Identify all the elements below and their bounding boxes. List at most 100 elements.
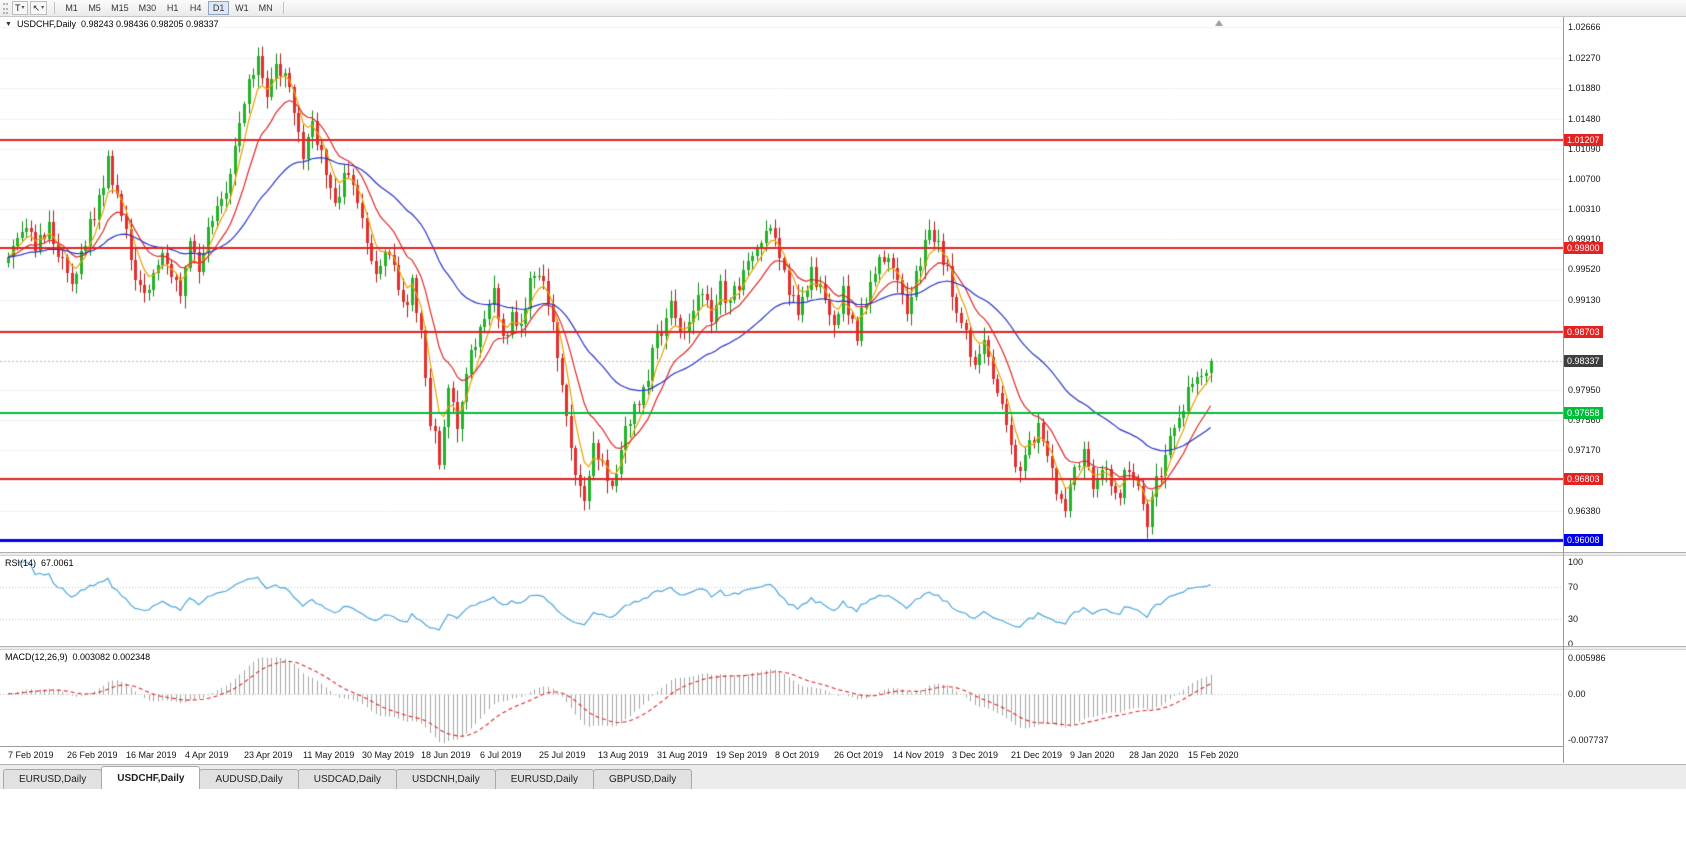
date-axis-label: 31 Aug 2019: [657, 750, 708, 760]
chart-tab-eurusd-5[interactable]: EURUSD,Daily: [494, 769, 594, 789]
date-axis[interactable]: 7 Feb 2019 26 Feb 2019 16 Mar 2019 4 Apr 20…: [0, 746, 1563, 763]
rsi-header: RSI(14) 67.0061: [5, 558, 74, 568]
arrows-tool-icon: ↖: [32, 2, 41, 13]
chart-tab-usdcnh-4[interactable]: USDCNH,Daily: [395, 769, 496, 789]
price-axis-label: 0.99910: [1568, 234, 1601, 244]
price-axis-label: 1.00700: [1568, 174, 1601, 184]
date-axis-label: 19 Sep 2019: [716, 750, 768, 760]
date-axis-label: 4 Apr 2019: [185, 750, 229, 760]
timeframe-button-h1[interactable]: H1: [162, 1, 183, 15]
price-axis-label: 1.01090: [1568, 144, 1601, 154]
timeframe-button-mn[interactable]: MN: [255, 1, 277, 15]
text-tool-button[interactable]: T ▾: [12, 1, 28, 15]
price-axis-label: 0.99520: [1568, 264, 1601, 274]
macd-chart[interactable]: [0, 650, 1563, 746]
macd-value: 0.003082 0.002348: [72, 652, 151, 662]
toolbar-grip[interactable]: [3, 2, 8, 14]
collapse-icon[interactable]: ▼: [5, 20, 12, 28]
chart-tabs-bar: EURUSD,Daily USDCHF,Daily AUDUSD,Daily USDC…: [0, 764, 1686, 789]
price-chart-panel: ▼ USDCHF,Daily 0.98243 0.98436 0.98205 0…: [0, 17, 1686, 552]
chart-title[interactable]: ▼ USDCHF,Daily 0.98243 0.98436 0.98205 0…: [5, 19, 219, 29]
date-axis-label: 11 May 2019: [303, 750, 355, 760]
panel-splitter[interactable]: [0, 646, 1686, 650]
price-axis-label: 1.02666: [1568, 22, 1601, 32]
chart-tab-usdcad-3[interactable]: USDCAD,Daily: [297, 769, 397, 789]
rsi-axis-label: 70: [1568, 582, 1579, 592]
timeframe-button-m15[interactable]: M15: [107, 1, 133, 15]
text-tool-label: T: [15, 3, 21, 13]
date-axis-label: 15 Feb 2020: [1188, 750, 1239, 760]
panel-splitter[interactable]: [0, 552, 1686, 556]
symbol-period-label: USDCHF,Daily: [16, 19, 76, 29]
date-axis-label: 3 Dec 2019: [952, 750, 999, 760]
hline-price-tag: 0.97658: [1564, 407, 1603, 419]
timeframe-button-w1[interactable]: W1: [231, 1, 253, 15]
macd-panel: MACD(12,26,9) 0.003082 0.002348 0.005986…: [0, 650, 1686, 746]
candlestick-chart[interactable]: [0, 17, 1563, 552]
ohlc-values: 0.98243 0.98436 0.98205 0.98337: [80, 19, 219, 29]
chevron-down-icon: ▾: [41, 5, 45, 11]
toolbar-separator: [282, 2, 284, 14]
price-axis-label: 1.02270: [1568, 53, 1601, 63]
chart-tab-audusd-2[interactable]: AUDUSD,Daily: [199, 769, 299, 789]
macd-axis-label: 0.005986: [1568, 653, 1606, 663]
timeframe-button-m30[interactable]: M30: [135, 1, 161, 15]
price-axis[interactable]: 1.02666 1.02270 1.01880 1.01480 1.01090 1.007…: [1564, 17, 1686, 552]
macd-axis-label: -0.007737: [1568, 735, 1609, 745]
price-axis-label: 1.01480: [1568, 114, 1601, 124]
hline-price-tag: 0.96803: [1564, 473, 1603, 485]
macd-header: MACD(12,26,9) 0.003082 0.002348: [5, 652, 150, 662]
date-axis-label: 30 May 2019: [362, 750, 415, 760]
price-axis-label: 0.97950: [1568, 385, 1601, 395]
timeframe-button-m1[interactable]: M1: [61, 1, 82, 15]
date-axis-label: 8 Oct 2019: [775, 750, 820, 760]
date-axis-label: 18 Jun 2019: [421, 750, 471, 760]
price-axis-label: 0.97560: [1568, 415, 1601, 425]
chart-tab-eurusd-0[interactable]: EURUSD,Daily: [3, 769, 103, 789]
rsi-chart[interactable]: [0, 556, 1563, 646]
chart-tab-usdchf-1[interactable]: USDCHF,Daily: [101, 766, 201, 789]
hline-price-tag: 0.98703: [1564, 326, 1603, 338]
date-axis-label: 28 Jan 2020: [1129, 750, 1179, 760]
rsi-value: 67.0061: [41, 558, 74, 568]
macd-axis[interactable]: 0.005986 0.00 -0.007737: [1564, 650, 1686, 746]
date-axis-label: 16 Mar 2019: [126, 750, 177, 760]
date-axis-label: 9 Jan 2020: [1070, 750, 1115, 760]
toolbar-separator: [54, 2, 56, 14]
date-axis-label: 23 Apr 2019: [244, 750, 293, 760]
hline-price-tag: 1.01207: [1564, 134, 1603, 146]
rsi-axis[interactable]: 100 70 30 0: [1564, 556, 1686, 646]
axis-separator: [1563, 17, 1564, 763]
arrows-tool-button[interactable]: ↖ ▾: [29, 1, 48, 15]
date-axis-label: 26 Oct 2019: [834, 750, 884, 760]
price-axis-label: 0.99130: [1568, 295, 1601, 305]
rsi-axis-label: 0: [1568, 639, 1574, 646]
date-axis-label: 7 Feb 2019: [8, 750, 54, 760]
date-axis-label: 26 Feb 2019: [67, 750, 118, 760]
toolbar: T ▾ ↖ ▾ M1 M5 M15 M30 H1 H4 D1 W1 MN: [0, 0, 1686, 17]
timeframe-button-m5[interactable]: M5: [84, 1, 105, 15]
rsi-label: RSI(14): [5, 558, 37, 568]
price-axis-label: 1.00310: [1568, 204, 1601, 214]
timeframe-buttons: M1 M5 M15 M30 H1 H4 D1 W1 MN: [60, 1, 278, 15]
price-axis-label: 1.01880: [1568, 83, 1601, 93]
date-axis-label: 25 Jul 2019: [539, 750, 586, 760]
timeframe-button-h4[interactable]: H4: [185, 1, 206, 15]
timeframe-button-d1[interactable]: D1: [208, 1, 230, 15]
date-axis-label: 13 Aug 2019: [598, 750, 649, 760]
date-axis-label: 21 Dec 2019: [1011, 750, 1063, 760]
chevron-down-icon: ▾: [21, 5, 25, 11]
price-axis-label: 0.97170: [1568, 445, 1601, 455]
date-axis-label: 14 Nov 2019: [893, 750, 945, 760]
chart-tab-gbpusd-6[interactable]: GBPUSD,Daily: [592, 769, 693, 789]
hline-price-tag: 0.96008: [1564, 534, 1603, 546]
rsi-axis-label: 30: [1568, 614, 1579, 624]
macd-axis-label: 0.00: [1568, 689, 1586, 699]
current-price-tag: 0.98337: [1564, 355, 1603, 367]
hline-price-tag: 0.99800: [1564, 242, 1603, 254]
rsi-panel: RSI(14) 67.0061 100 70 30 0: [0, 556, 1686, 646]
price-axis-label: 0.96380: [1568, 506, 1601, 516]
macd-label: MACD(12,26,9): [5, 652, 68, 662]
date-axis-label: 6 Jul 2019: [480, 750, 522, 760]
